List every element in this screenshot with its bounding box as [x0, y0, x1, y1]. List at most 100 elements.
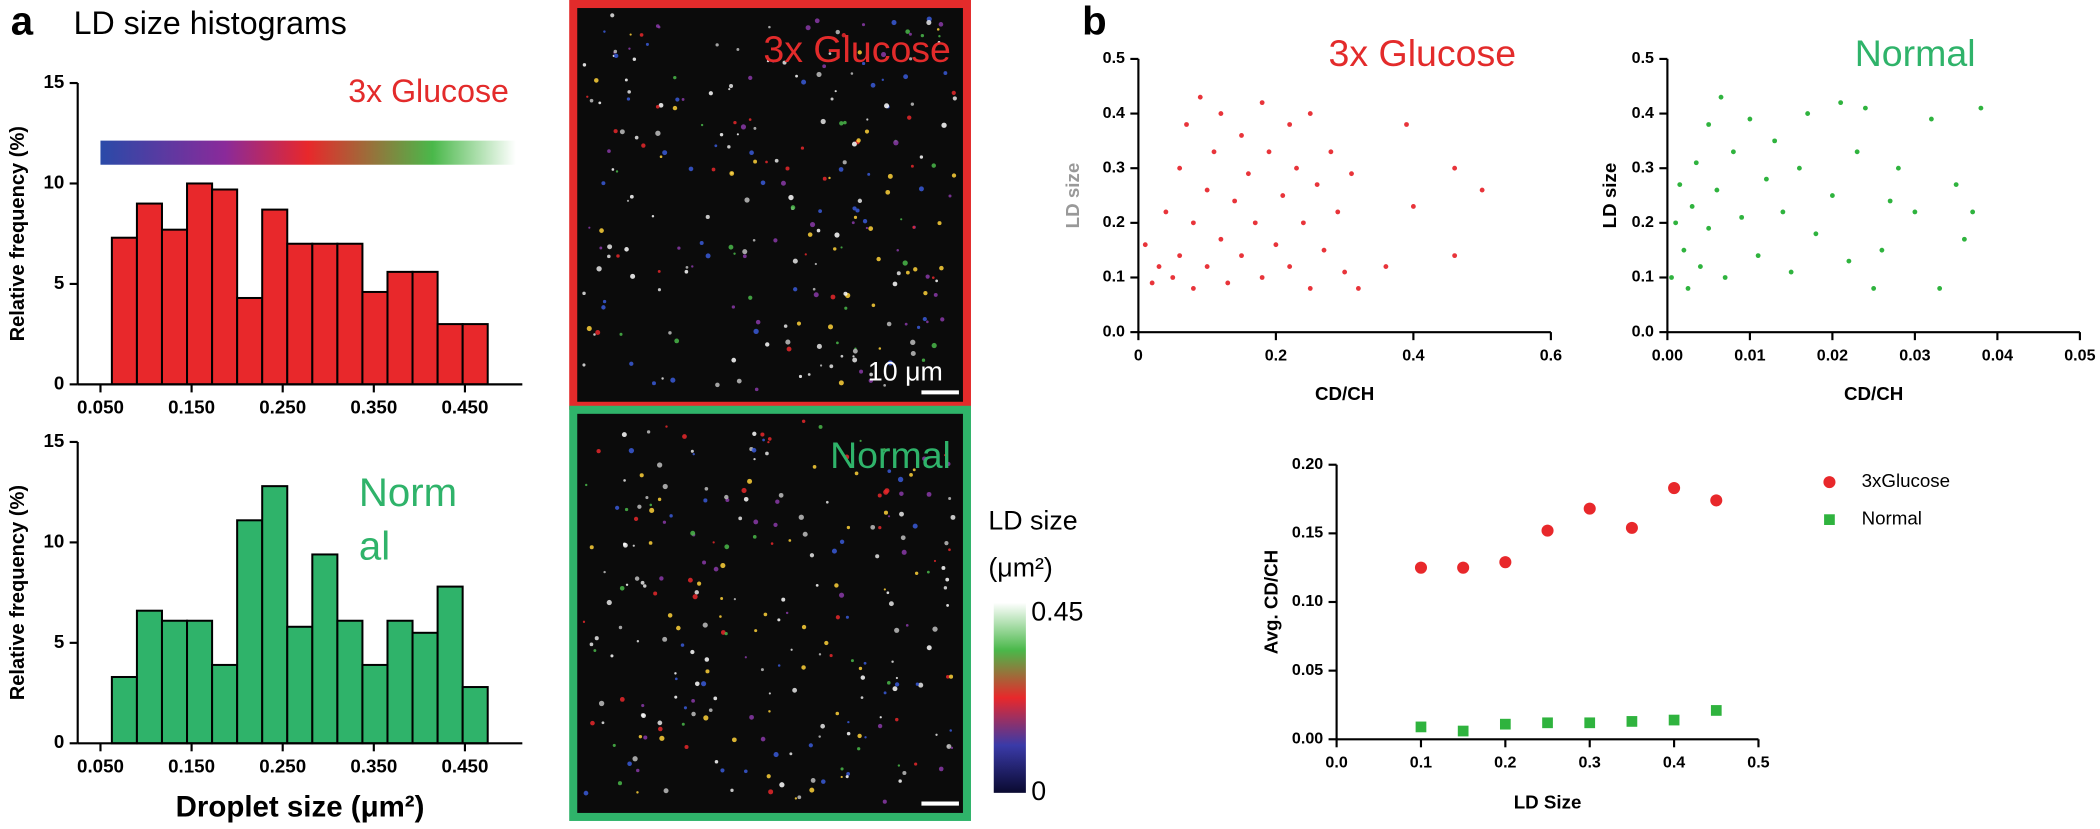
droplet [938, 35, 941, 38]
point [1722, 275, 1728, 280]
point [1673, 220, 1679, 226]
droplet [886, 321, 892, 327]
micrograph [569, 0, 971, 410]
point [1142, 242, 1148, 248]
droplet [610, 654, 614, 658]
droplet [606, 599, 612, 606]
droplet [616, 254, 620, 258]
droplet [777, 618, 781, 622]
droplet [788, 539, 792, 542]
droplet [684, 744, 689, 749]
droplet [641, 143, 646, 148]
droplet [724, 494, 729, 500]
droplet [869, 372, 873, 377]
droplet [892, 281, 898, 287]
droplet [702, 622, 708, 628]
droplet [898, 779, 902, 783]
droplet [831, 548, 837, 554]
point [1294, 165, 1299, 171]
droplet [810, 778, 816, 783]
droplet [767, 437, 772, 441]
droplet [627, 761, 632, 767]
droplet [610, 13, 615, 18]
x-tick-label: 0.450 [441, 396, 488, 417]
droplet [727, 145, 731, 149]
bar [160, 619, 189, 745]
droplet [674, 672, 677, 675]
droplet [643, 584, 647, 588]
point [1871, 286, 1877, 291]
droplet [844, 454, 850, 460]
x-tick-label: 0.3 [1579, 754, 1601, 772]
droplet [665, 425, 668, 428]
droplet [724, 632, 728, 636]
x-tick-label: 0.4 [1663, 754, 1685, 772]
droplet [598, 700, 605, 707]
droplet [599, 246, 603, 250]
droplet [760, 736, 766, 742]
droplet [690, 649, 695, 655]
droplet [824, 640, 829, 646]
droplet [607, 149, 611, 153]
droplet [623, 479, 626, 482]
x-tick-label: 0.01 [1734, 346, 1765, 364]
point [1747, 116, 1753, 122]
droplet [700, 123, 704, 127]
droplet [724, 544, 730, 550]
droplet [677, 246, 681, 250]
droplet [820, 723, 826, 729]
y-tick-label: 0 [54, 372, 64, 393]
droplet [858, 666, 863, 671]
droplet [842, 160, 847, 165]
droplet [643, 735, 648, 740]
droplet [640, 580, 645, 585]
droplet [937, 40, 941, 44]
droplet [801, 665, 806, 670]
droplet [857, 50, 862, 55]
bar [336, 242, 364, 386]
droplet [715, 382, 720, 388]
droplet [887, 173, 893, 179]
droplet [902, 770, 907, 775]
y-tick-label: 0.1 [1632, 268, 1654, 286]
droplet [773, 752, 779, 758]
droplet [905, 29, 910, 34]
droplet [744, 656, 747, 659]
bar [211, 188, 239, 386]
point [1668, 482, 1681, 495]
droplet [601, 181, 606, 186]
droplet [676, 625, 681, 631]
droplet [887, 360, 893, 366]
droplet [843, 291, 848, 296]
droplet [846, 771, 850, 776]
droplet [632, 544, 635, 547]
droplet [851, 221, 855, 225]
droplet [786, 346, 792, 352]
x-tick-label: 0.050 [77, 755, 124, 776]
legend-marker [1823, 476, 1836, 489]
droplet [939, 265, 944, 271]
point [1978, 105, 1984, 111]
droplet [892, 686, 898, 692]
droplet [868, 226, 874, 231]
droplet [675, 97, 680, 102]
colorbar-max: 0.45 [1031, 596, 1083, 626]
droplet [835, 29, 840, 35]
droplet [788, 194, 794, 201]
droplet [672, 105, 678, 111]
legend-marker [1824, 514, 1835, 525]
y-tick-label: 0.3 [1632, 158, 1654, 176]
image-label: Normal [830, 434, 951, 476]
droplet [919, 155, 924, 159]
droplet [818, 735, 821, 738]
bar [286, 625, 314, 745]
x-tick-label: 0.350 [350, 396, 397, 417]
droplet [900, 535, 906, 541]
x-axis-label: CD/CH [1315, 383, 1374, 404]
droplet [781, 597, 786, 602]
y-tick-label: 5 [54, 631, 64, 652]
droplet [736, 133, 739, 136]
droplet [878, 525, 882, 530]
droplet [639, 33, 644, 37]
point [1328, 149, 1334, 155]
